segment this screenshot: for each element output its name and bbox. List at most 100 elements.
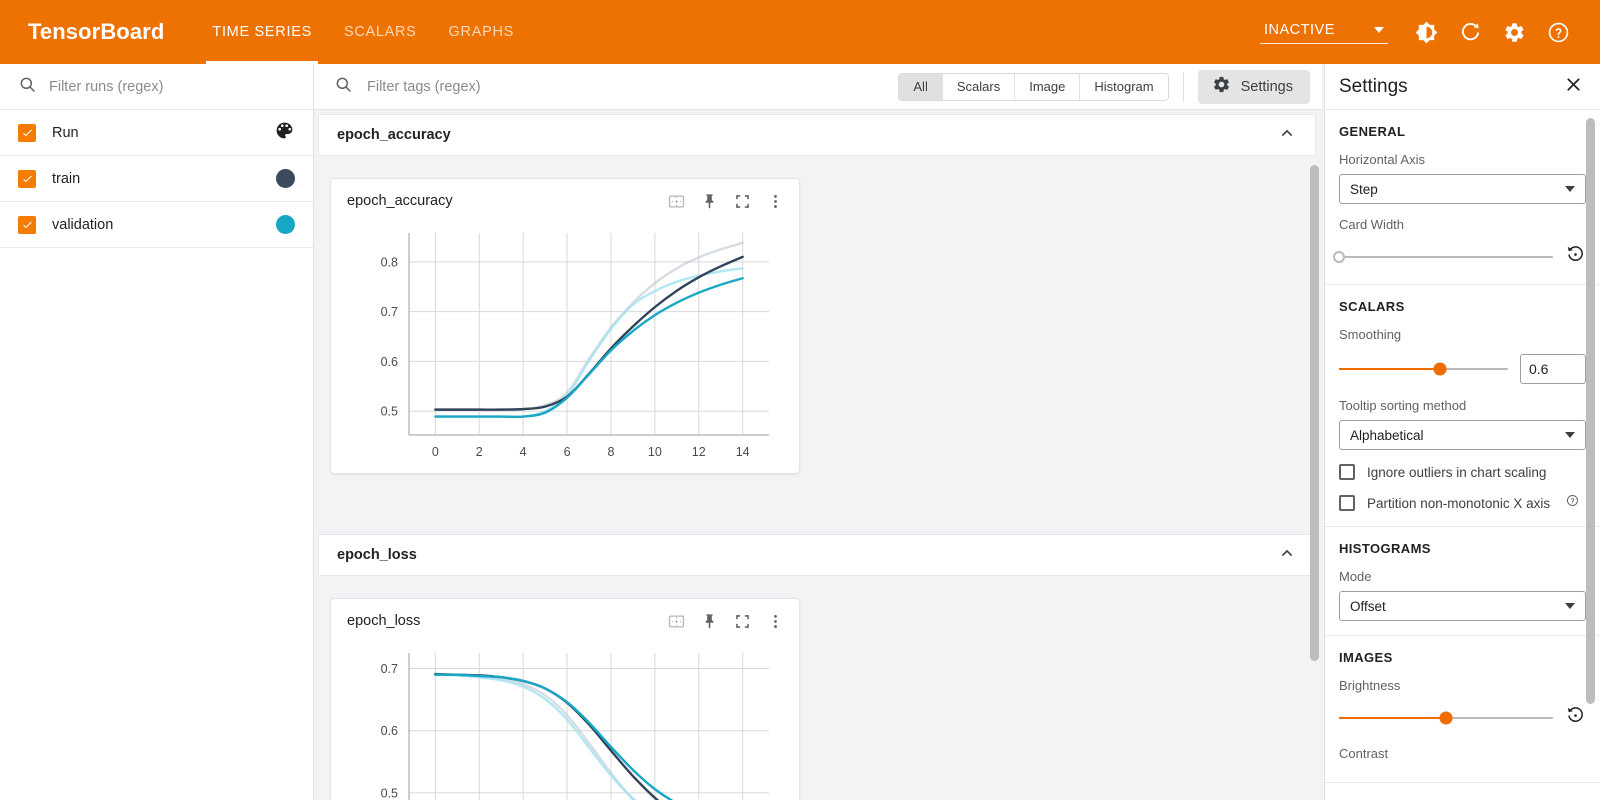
restore-icon (1565, 705, 1586, 731)
brightness-slider[interactable] (1339, 711, 1553, 725)
smoothing-slider-knob[interactable] (1433, 362, 1447, 376)
run-color-palette-button[interactable] (274, 120, 295, 146)
ignore-outliers-checkbox[interactable] (1339, 464, 1355, 480)
color-dot-icon (276, 215, 295, 234)
overflow-menu-icon[interactable] (766, 192, 785, 211)
run-checkbox-train[interactable] (18, 169, 36, 188)
svg-text:10: 10 (648, 445, 662, 459)
brightness-toggle-button[interactable] (1406, 12, 1446, 52)
chevron-up-icon[interactable] (1277, 123, 1297, 148)
search-icon (18, 75, 37, 99)
fullscreen-icon[interactable] (733, 192, 752, 211)
data-select-icon[interactable] (667, 612, 686, 631)
run-status-label: INACTIVE (1264, 22, 1335, 38)
horizontal-axis-select[interactable]: Step (1339, 174, 1586, 204)
color-dot-icon (276, 169, 295, 188)
settings-button-label: Settings (1240, 78, 1293, 95)
svg-text:0.5: 0.5 (381, 405, 398, 419)
run-row-all[interactable]: Run (0, 110, 313, 156)
settings-section-histograms: HISTOGRAMS Mode Offset (1325, 527, 1600, 636)
close-icon[interactable] (1563, 74, 1584, 100)
help-circle-icon[interactable] (1566, 494, 1579, 512)
ignore-outliers-checkbox-row[interactable]: Ignore outliers in chart scaling (1339, 464, 1586, 480)
partition-x-axis-checkbox[interactable] (1339, 495, 1355, 511)
filter-histogram-button[interactable]: Histogram (1080, 73, 1168, 100)
svg-text:0: 0 (432, 445, 439, 459)
smoothing-value-input[interactable]: 0.6 (1520, 354, 1586, 384)
chevron-up-icon[interactable] (1277, 543, 1297, 568)
runs-sidebar: Filter runs (regex) Run train (0, 64, 314, 800)
settings-toggle-button[interactable]: Settings (1197, 69, 1310, 104)
svg-text:0.6: 0.6 (381, 724, 398, 738)
card-width-label: Card Width (1339, 217, 1405, 232)
main-nav-tabs: TIME SERIES SCALARS GRAPHS (196, 0, 530, 64)
run-color-swatch-train[interactable] (276, 169, 295, 188)
histogram-mode-label: Mode (1339, 569, 1372, 584)
settings-panel: Settings GENERAL Horizontal Axis Step Ca… (1324, 64, 1600, 800)
group-title: epoch_loss (337, 547, 417, 563)
run-status-selector[interactable]: INACTIVE (1260, 20, 1388, 44)
reload-button[interactable] (1450, 12, 1490, 52)
filter-all-label: All (913, 79, 928, 94)
run-label-all: Run (52, 124, 79, 141)
fullscreen-icon[interactable] (733, 612, 752, 631)
chart-plot-epoch-loss[interactable]: 0.50.60.702468101214 (331, 643, 799, 800)
brightness-slider-knob[interactable] (1439, 711, 1453, 725)
card-width-slider[interactable] (1333, 251, 1553, 263)
svg-text:14: 14 (736, 445, 750, 459)
chart-card-actions (667, 612, 785, 631)
tag-filter-input[interactable]: Filter tags (regex) (334, 75, 898, 99)
run-filter-input[interactable]: Filter runs (regex) (0, 64, 313, 110)
brightness-label: Brightness (1339, 678, 1401, 693)
help-button[interactable] (1538, 12, 1578, 52)
chevron-down-icon (1565, 432, 1575, 438)
run-label-validation: validation (52, 216, 114, 233)
tab-scalars[interactable]: SCALARS (328, 0, 433, 64)
chart-card-epoch-loss[interactable]: epoch_loss (330, 598, 800, 800)
chart-plot-epoch-accuracy[interactable]: 0.5 0.6 0.7 0.8 0 2 4 6 8 10 12 14 (331, 223, 799, 473)
run-color-swatch-validation[interactable] (276, 215, 295, 234)
tab-time-series-label: TIME SERIES (212, 24, 312, 40)
tab-graphs[interactable]: GRAPHS (433, 0, 530, 64)
smoothing-label: Smoothing (1339, 327, 1402, 342)
card-width-reset-button[interactable] (1565, 244, 1586, 270)
tab-time-series[interactable]: TIME SERIES (196, 0, 328, 64)
pin-icon[interactable] (700, 192, 719, 211)
brightness-reset-button[interactable] (1565, 705, 1586, 731)
settings-vertical-scrollbar[interactable] (1586, 118, 1595, 704)
chart-card-title: epoch_accuracy (347, 193, 453, 209)
histogram-mode-select[interactable]: Offset (1339, 591, 1586, 621)
toolbar-divider (1182, 71, 1184, 102)
tooltip-sorting-select[interactable]: Alphabetical (1339, 420, 1586, 450)
tag-filter-placeholder: Filter tags (regex) (367, 78, 481, 95)
chart-card-epoch-accuracy[interactable]: epoch_accuracy (330, 178, 800, 474)
settings-panel-title: Settings (1339, 75, 1408, 97)
filter-image-button[interactable]: Image (1015, 73, 1081, 100)
app-brand: TensorBoard (28, 19, 165, 44)
filter-scalars-button[interactable]: Scalars (942, 73, 1016, 100)
run-checkbox-validation[interactable] (18, 215, 36, 234)
gear-icon (1503, 21, 1526, 44)
run-row-validation[interactable]: validation (0, 202, 313, 248)
run-checkbox-all[interactable] (18, 123, 36, 142)
brightness-icon (1415, 21, 1438, 44)
main-content: Filter tags (regex) All Scalars Image Hi… (314, 64, 1322, 800)
tab-scalars-label: SCALARS (343, 24, 417, 40)
run-row-train[interactable]: train (0, 156, 313, 202)
filter-histogram-label: Histogram (1094, 79, 1154, 94)
filter-all-button[interactable]: All (899, 73, 943, 100)
smoothing-slider[interactable] (1339, 362, 1508, 376)
overflow-menu-icon[interactable] (766, 612, 785, 631)
cards-scroll-area[interactable]: epoch_accuracy epoch_accuracy (314, 110, 1322, 800)
card-width-slider-knob[interactable] (1333, 251, 1345, 263)
group-header-epoch-accuracy[interactable]: epoch_accuracy (318, 114, 1316, 156)
main-vertical-scrollbar[interactable] (1310, 165, 1319, 661)
data-select-icon[interactable] (667, 192, 686, 211)
pin-icon[interactable] (700, 612, 719, 631)
settings-panel-header: Settings (1325, 64, 1600, 110)
partition-x-axis-checkbox-row[interactable]: Partition non-monotonic X axis (1339, 494, 1586, 512)
svg-text:8: 8 (607, 445, 614, 459)
section-heading-histograms: HISTOGRAMS (1339, 541, 1431, 556)
settings-gear-button[interactable] (1494, 12, 1534, 52)
group-header-epoch-loss[interactable]: epoch_loss (318, 534, 1316, 576)
